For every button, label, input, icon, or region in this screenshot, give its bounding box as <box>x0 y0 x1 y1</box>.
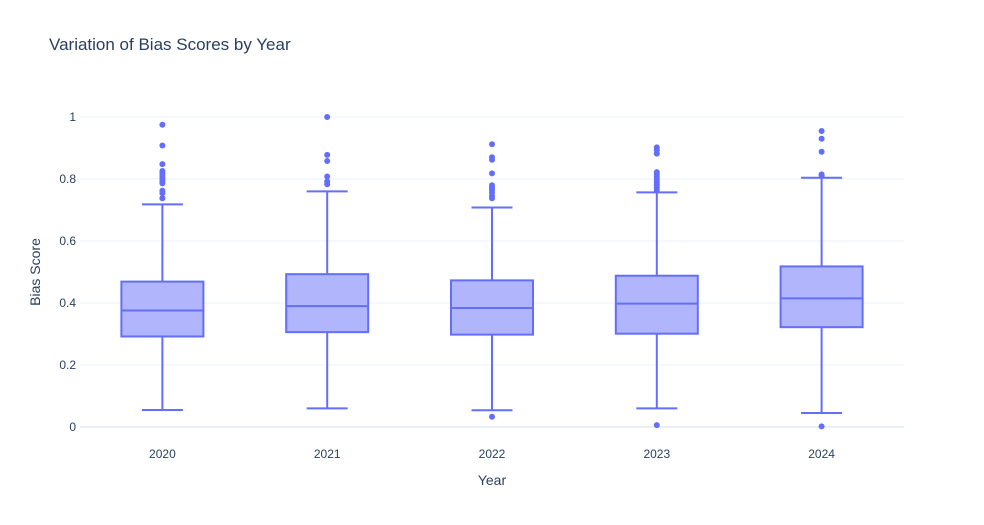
outlier-point <box>159 121 166 128</box>
outlier-point <box>489 413 495 420</box>
box-2023 <box>614 144 699 429</box>
outlier-point <box>159 190 166 197</box>
outlier-point <box>489 156 495 163</box>
outlier-point <box>324 114 331 120</box>
box-2024 <box>779 127 864 430</box>
box-2020 <box>120 121 205 411</box>
x-tick-label: 2023 <box>643 447 670 461</box>
outlier-point <box>818 135 825 142</box>
outlier-point <box>159 180 166 187</box>
y-tick-label: 1 <box>69 110 76 124</box>
outlier-point <box>159 142 166 149</box>
x-axis-ticks: 2020 2021 2022 2023 2024 <box>149 447 835 461</box>
outlier-point <box>818 148 825 155</box>
x-tick-label: 2022 <box>479 447 506 461</box>
outlier-point <box>324 173 331 180</box>
grid-lines <box>80 116 904 428</box>
outlier-point <box>159 195 166 202</box>
y-tick-label: 0.2 <box>59 358 76 372</box>
x-tick-label: 2024 <box>808 447 835 461</box>
y-tick-label: 0.6 <box>59 234 76 248</box>
y-axis-ticks: 0 0.2 0.4 0.6 0.8 1 <box>59 110 76 434</box>
outlier-point <box>324 181 331 188</box>
iqr-box <box>779 265 864 329</box>
y-tick-label: 0.8 <box>59 172 76 186</box>
outlier-point <box>489 170 495 177</box>
y-tick-label: 0.4 <box>59 296 76 310</box>
outlier-point <box>159 161 166 168</box>
x-tick-label: 2021 <box>314 447 341 461</box>
outlier-point <box>489 195 495 202</box>
outlier-point <box>653 422 660 429</box>
box-2022 <box>450 141 534 420</box>
outlier-point <box>653 150 660 157</box>
y-axis-title: Bias Score <box>27 238 43 306</box>
box-2021 <box>285 114 370 410</box>
outlier-point <box>818 172 825 179</box>
outlier-point <box>324 151 331 158</box>
x-axis-title: Year <box>478 472 507 488</box>
y-tick-label: 0 <box>69 420 76 434</box>
outlier-point <box>653 186 660 193</box>
iqr-box <box>120 280 205 338</box>
x-tick-label: 2020 <box>149 447 176 461</box>
outlier-point <box>818 423 825 430</box>
outlier-point <box>324 158 331 165</box>
outlier-point <box>489 141 495 148</box>
iqr-box <box>614 274 699 335</box>
chart-title: Variation of Bias Scores by Year <box>49 35 291 54</box>
iqr-box <box>285 273 370 334</box>
outlier-point <box>818 127 825 134</box>
boxes <box>120 114 864 430</box>
